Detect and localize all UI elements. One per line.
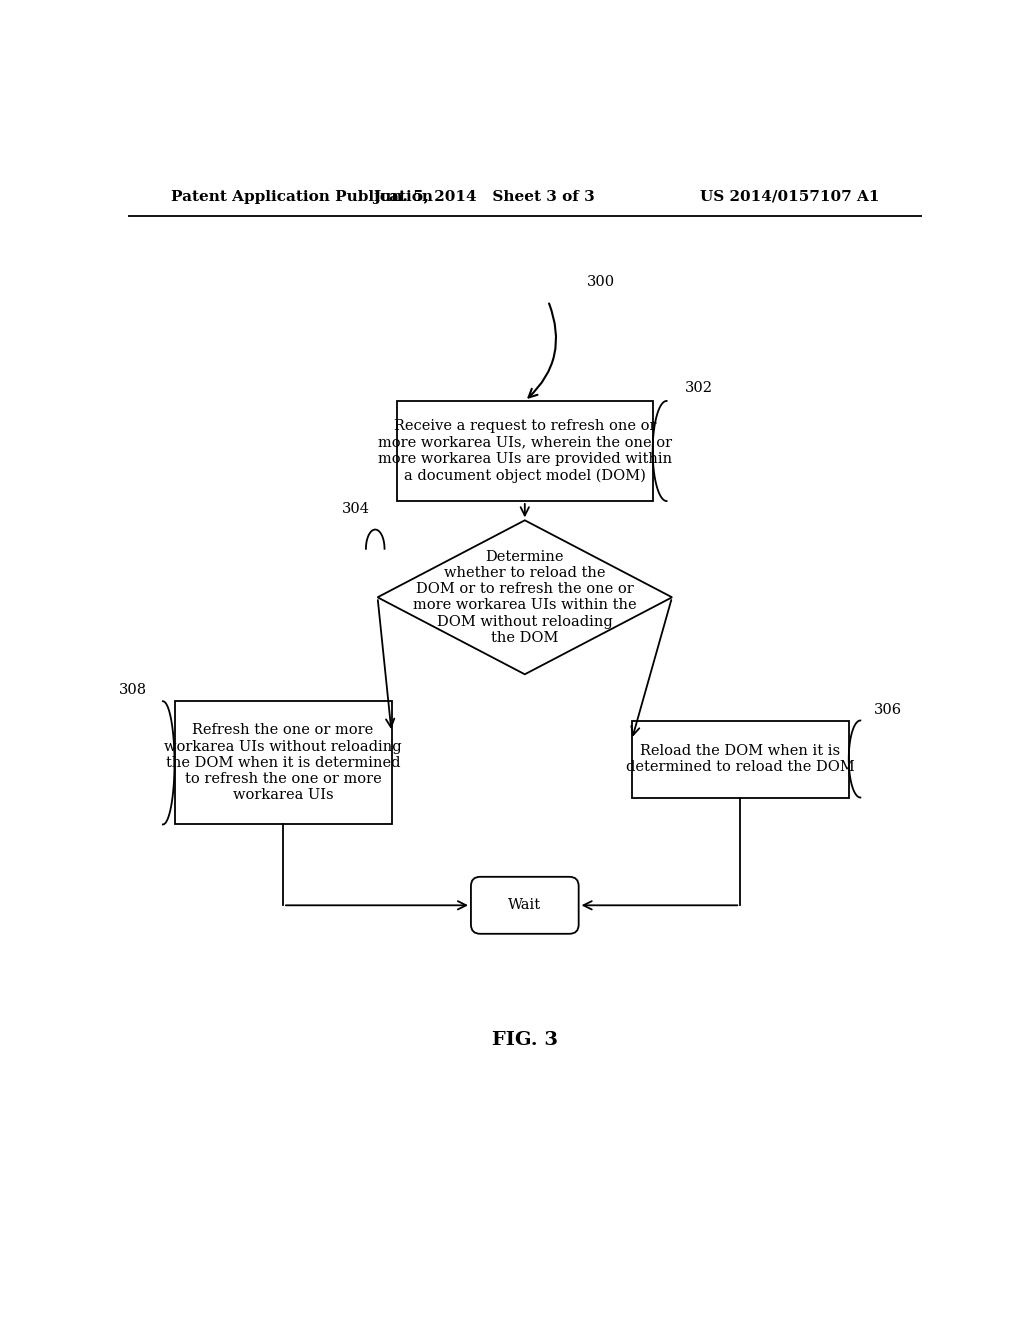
- Text: 308: 308: [119, 684, 147, 697]
- Text: Reload the DOM when it is
determined to reload the DOM: Reload the DOM when it is determined to …: [626, 744, 855, 774]
- Text: 302: 302: [684, 380, 713, 395]
- Bar: [397, 401, 652, 502]
- Text: FIG. 3: FIG. 3: [492, 1031, 558, 1049]
- FancyBboxPatch shape: [471, 876, 579, 933]
- Text: 306: 306: [874, 702, 902, 717]
- Text: Patent Application Publication: Patent Application Publication: [171, 190, 432, 203]
- Bar: [174, 701, 391, 825]
- Text: Refresh the one or more
workarea UIs without reloading
the DOM when it is determ: Refresh the one or more workarea UIs wit…: [164, 723, 401, 803]
- Text: Determine
whether to reload the
DOM or to refresh the one or
more workarea UIs w: Determine whether to reload the DOM or t…: [413, 550, 637, 644]
- Bar: [632, 721, 849, 797]
- Text: 304: 304: [342, 503, 370, 516]
- Text: Receive a request to refresh one or
more workarea UIs, wherein the one or
more w: Receive a request to refresh one or more…: [378, 420, 672, 483]
- Text: 300: 300: [587, 275, 615, 289]
- Text: US 2014/0157107 A1: US 2014/0157107 A1: [700, 190, 880, 203]
- Polygon shape: [378, 520, 672, 675]
- Text: Jun. 5, 2014   Sheet 3 of 3: Jun. 5, 2014 Sheet 3 of 3: [374, 190, 595, 203]
- Text: Wait: Wait: [508, 899, 542, 912]
